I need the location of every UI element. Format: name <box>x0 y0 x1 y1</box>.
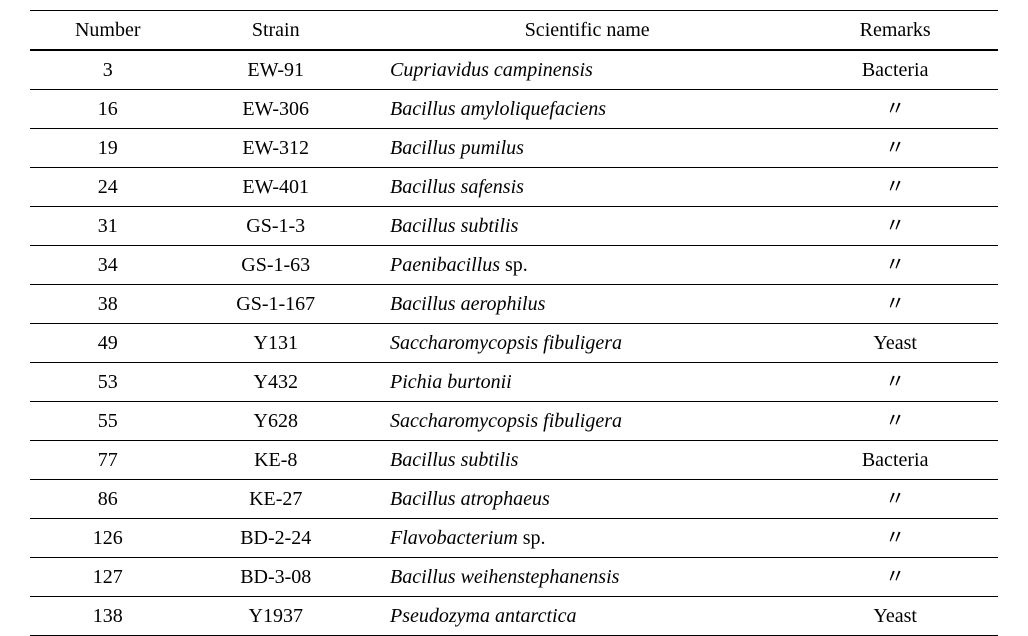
cell-number: 19 <box>30 129 185 168</box>
cell-strain: KE-8 <box>185 441 366 480</box>
cell-scientific: Bacillus pumilus <box>366 129 792 168</box>
table-row: 38GS-1-167Bacillus aerophilus〃 <box>30 285 998 324</box>
cell-number: 86 <box>30 480 185 519</box>
cell-strain: BD-2-24 <box>185 519 366 558</box>
cell-remarks: 〃 <box>792 363 998 402</box>
cell-remarks: 〃 <box>792 168 998 207</box>
header-scientific: Scientific name <box>366 11 792 50</box>
cell-scientific: Bacillus subtilis <box>366 207 792 246</box>
table-row: 77KE-8Bacillus subtilisBacteria <box>30 441 998 480</box>
cell-number: 126 <box>30 519 185 558</box>
cell-scientific: Flavobacterium sp. <box>366 519 792 558</box>
cell-remarks: 〃 <box>792 207 998 246</box>
cell-number: 34 <box>30 246 185 285</box>
cell-strain: Y432 <box>185 363 366 402</box>
cell-remarks: 〃 <box>792 558 998 597</box>
cell-strain: GS-1-3 <box>185 207 366 246</box>
cell-scientific: Pseudozyma antarctica <box>366 597 792 636</box>
cell-remarks: Bacteria <box>792 441 998 480</box>
cell-remarks: 〃 <box>792 129 998 168</box>
cell-remarks: 〃 <box>792 285 998 324</box>
table-row: 19EW-312Bacillus pumilus〃 <box>30 129 998 168</box>
cell-scientific: Pichia burtonii <box>366 363 792 402</box>
cell-number: 53 <box>30 363 185 402</box>
cell-number: 31 <box>30 207 185 246</box>
cell-strain: EW-401 <box>185 168 366 207</box>
cell-strain: Y1937 <box>185 597 366 636</box>
cell-remarks: 〃 <box>792 519 998 558</box>
cell-strain: KE-27 <box>185 480 366 519</box>
cell-scientific: Cupriavidus campinensis <box>366 51 792 90</box>
cell-strain: EW-91 <box>185 51 366 90</box>
cell-number: 55 <box>30 402 185 441</box>
cell-scientific: Bacillus weihenstephanensis <box>366 558 792 597</box>
cell-strain: GS-1-167 <box>185 285 366 324</box>
cell-strain: EW-312 <box>185 129 366 168</box>
strain-table: Number Strain Scientific name Remarks 3E… <box>30 10 998 636</box>
table-row: 3EW-91Cupriavidus campinensisBacteria <box>30 51 998 90</box>
cell-number: 49 <box>30 324 185 363</box>
cell-number: 138 <box>30 597 185 636</box>
table-row: 138Y1937Pseudozyma antarcticaYeast <box>30 597 998 636</box>
cell-scientific: Bacillus aerophilus <box>366 285 792 324</box>
cell-scientific: Bacillus amyloliquefaciens <box>366 90 792 129</box>
header-number: Number <box>30 11 185 50</box>
cell-remarks: 〃 <box>792 480 998 519</box>
cell-remarks: 〃 <box>792 402 998 441</box>
table-row: 55Y628Saccharomycopsis fibuligera〃 <box>30 402 998 441</box>
cell-number: 16 <box>30 90 185 129</box>
cell-number: 38 <box>30 285 185 324</box>
table-row: 127BD-3-08Bacillus weihenstephanensis〃 <box>30 558 998 597</box>
table-row: 86KE-27Bacillus atrophaeus〃 <box>30 480 998 519</box>
cell-scientific: Bacillus safensis <box>366 168 792 207</box>
cell-number: 127 <box>30 558 185 597</box>
cell-remarks: Yeast <box>792 597 998 636</box>
header-remarks: Remarks <box>792 11 998 50</box>
cell-remarks: 〃 <box>792 90 998 129</box>
table-row: 126BD-2-24Flavobacterium sp.〃 <box>30 519 998 558</box>
table-row: 16EW-306Bacillus amyloliquefaciens〃 <box>30 90 998 129</box>
cell-strain: GS-1-63 <box>185 246 366 285</box>
cell-scientific: Paenibacillus sp. <box>366 246 792 285</box>
cell-number: 24 <box>30 168 185 207</box>
table-row: 31GS-1-3Bacillus subtilis〃 <box>30 207 998 246</box>
table-row: 49Y131Saccharomycopsis fibuligeraYeast <box>30 324 998 363</box>
cell-number: 77 <box>30 441 185 480</box>
cell-number: 3 <box>30 51 185 90</box>
cell-scientific: Saccharomycopsis fibuligera <box>366 402 792 441</box>
cell-remarks: Yeast <box>792 324 998 363</box>
cell-remarks: Bacteria <box>792 51 998 90</box>
table-row: 24EW-401Bacillus safensis〃 <box>30 168 998 207</box>
cell-strain: EW-306 <box>185 90 366 129</box>
cell-strain: Y628 <box>185 402 366 441</box>
table-row: 34GS-1-63Paenibacillus sp.〃 <box>30 246 998 285</box>
cell-scientific: Saccharomycopsis fibuligera <box>366 324 792 363</box>
cell-strain: Y131 <box>185 324 366 363</box>
cell-scientific: Bacillus subtilis <box>366 441 792 480</box>
table-row: 53Y432Pichia burtonii〃 <box>30 363 998 402</box>
table-header: Number Strain Scientific name Remarks <box>30 11 998 51</box>
cell-remarks: 〃 <box>792 246 998 285</box>
header-strain: Strain <box>185 11 366 50</box>
table-body: 3EW-91Cupriavidus campinensisBacteria16E… <box>30 51 998 636</box>
cell-strain: BD-3-08 <box>185 558 366 597</box>
cell-scientific: Bacillus atrophaeus <box>366 480 792 519</box>
